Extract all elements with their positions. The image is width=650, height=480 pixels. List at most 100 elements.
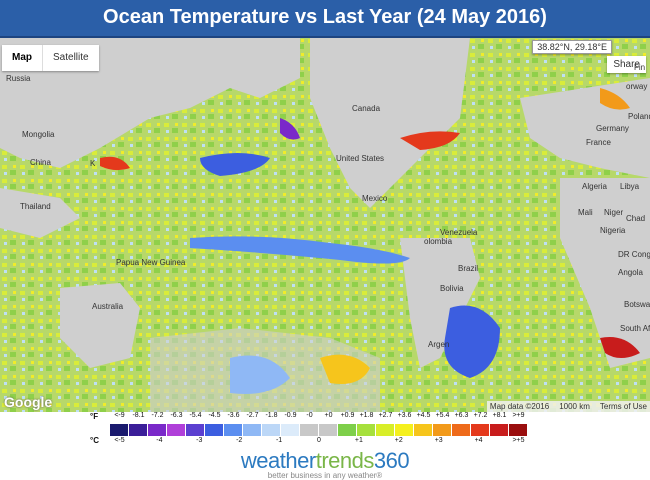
label-mongolia: Mongolia [22,130,55,139]
label-mexico: Mexico [362,194,388,203]
label-mali: Mali [578,208,593,217]
land-north-america [310,38,470,208]
warm-anomaly-south-africa [600,337,640,358]
legend-f-label: +5.4 [435,412,450,419]
legend-c-label: <-5 [114,437,125,444]
legend-f-label: -7.2 [151,412,164,419]
map-view[interactable]: Map Satellite 38.82°N, 29.18°E Share Rus… [0,38,650,412]
map-type-map-button[interactable]: Map [2,45,43,71]
legend-f-label: +7.2 [473,412,488,419]
color-legend: °F °C <-9 -8.1 -7.2 -6.3 -5.4 -4.5 -3.6 -2.7 -1.… [90,412,550,452]
legend-swatch [395,424,414,436]
legend-f-label: -2.7 [246,412,259,419]
label-botswana: Botswan [624,300,650,309]
label-bolivia: Bolivia [440,284,464,293]
legend-swatch [319,424,338,436]
legend-swatch [471,424,490,436]
label-dr-congo: DR Congo [618,250,650,259]
legend-swatch [281,424,300,436]
legend-c-label: +3 [434,437,443,444]
cold-anomaly-north-pacific [200,153,270,176]
brand-name-part3: 360 [373,448,410,473]
legend-swatch [186,424,205,436]
legend-c-label: -2 [236,437,243,444]
label-argentina: Argen [428,340,450,349]
map-attribution: Map data ©2016 1000 km Terms of Use [486,401,650,412]
cold-spot-gulf-of-alaska [280,118,300,140]
legend-unit-c: °C [90,436,99,445]
label-brazil: Brazil [458,264,479,273]
warm-anomaly-norway [600,88,630,110]
map-data-credit: Map data ©2016 [489,402,550,411]
anomaly-map [0,38,650,412]
legend-f-label: -8.1 [132,412,145,419]
label-nigeria: Nigeria [600,226,626,235]
label-australia: Australia [92,302,124,311]
legend-swatch [300,424,319,436]
label-niger: Niger [604,208,624,217]
coordinates-readout: 38.82°N, 29.18°E [532,40,612,54]
label-norway: orway [626,82,648,91]
map-type-satellite-button[interactable]: Satellite [53,52,89,63]
brand-name-part2: trends [315,448,375,473]
land-south-america [400,238,480,368]
legend-fahrenheit-labels: <-9 -8.1 -7.2 -6.3 -5.4 -4.5 -3.6 -2.7 -1.8 -0.9 -… [100,412,550,423]
legend-f-label: +2.7 [378,412,393,419]
label-colombia: olombia [424,237,453,246]
legend-c-label: >+5 [512,437,525,444]
legend-unit-f: °F [90,412,99,421]
legend-f-label: -3.6 [227,412,240,419]
legend-f-label: -0 [306,412,313,419]
legend-swatch [205,424,224,436]
land-africa [560,178,650,368]
label-china: China [30,158,51,167]
label-russia: Russia [6,74,31,83]
label-k: K [90,159,96,168]
legend-swatch [224,424,243,436]
brand-tagline: better business in any weather® [267,471,383,480]
land-australia [60,283,140,368]
label-finland: Fin [634,63,646,72]
legend-swatch [148,424,167,436]
cold-anomaly-equatorial [190,236,410,264]
warm-anomaly-south-pacific [320,354,370,384]
legend-swatch [414,424,433,436]
legend-swatch [433,424,452,436]
label-venezuela: Venezuela [440,228,478,237]
legend-f-label: +6.3 [454,412,469,419]
label-poland: Poland [628,112,650,121]
legend-f-label: >+9 [512,412,525,419]
label-chad: Chad [626,214,646,223]
terms-link[interactable]: Terms of Use [599,402,647,411]
page-title: Ocean Temperature vs Last Year (24 May 2… [103,6,547,28]
legend-f-label: -5.4 [189,412,202,419]
label-germany: Germany [596,124,629,133]
legend-f-label: -0.9 [284,412,297,419]
legend-color-bar [110,424,528,436]
google-logo: Google [4,394,53,410]
scale-bar: 1000 km [559,402,590,411]
cold-anomaly-south-pacific [230,355,290,394]
label-angola: Angola [618,268,643,277]
legend-f-label: -4.5 [208,412,221,419]
legend-celsius-labels: <-5 -4 -3 -2 -1 0 +1 +2 +3 +4 >+5 [100,437,550,448]
legend-c-label: -4 [156,437,163,444]
label-algeria: Algeria [582,182,607,191]
legend-swatch [129,424,148,436]
legend-f-label: <-9 [114,412,125,419]
legend-swatch [376,424,395,436]
legend-swatch [243,424,262,436]
legend-f-label: +0 [324,412,333,419]
legend-c-label: +2 [394,437,403,444]
legend-swatch [338,424,357,436]
brand-name-part1: weather [240,448,316,473]
legend-swatch [490,424,509,436]
title-bar: Ocean Temperature vs Last Year (24 May 2… [0,0,650,38]
legend-swatch [262,424,281,436]
label-thailand: Thailand [20,202,51,211]
label-south-africa: South Afr [620,324,650,333]
legend-f-label: +3.6 [397,412,412,419]
share-button[interactable]: Share [607,56,646,73]
legend-c-label: +4 [474,437,483,444]
legend-swatch [357,424,376,436]
